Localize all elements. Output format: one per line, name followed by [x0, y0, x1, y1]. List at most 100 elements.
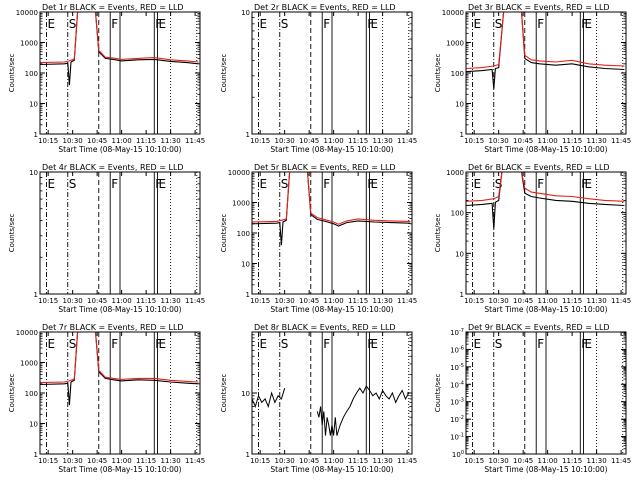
x-tick-label: 10:30	[489, 137, 509, 145]
x-tick-label: 11:30	[587, 457, 607, 465]
x-tick-label: 11:45	[611, 457, 631, 465]
time-marker-label: F	[155, 17, 162, 31]
x-tick-label: 11:00	[112, 457, 132, 465]
x-tick-label: 11:15	[136, 137, 156, 145]
x-tick-label: 11:00	[538, 457, 558, 465]
time-marker-label: F	[155, 177, 162, 191]
x-tick-label: 10:30	[63, 297, 83, 305]
x-tick-label: 11:45	[397, 297, 417, 305]
x-tick-label: 10:45	[299, 137, 319, 145]
time-marker-label: E	[159, 177, 167, 191]
plot-data	[466, 172, 625, 229]
time-marker-label: F	[537, 337, 544, 351]
x-tick-label: 11:00	[324, 137, 344, 145]
time-marker-label: S	[495, 337, 503, 351]
y-tick-label: 10000	[228, 169, 250, 177]
time-marker-label: F	[581, 337, 588, 351]
time-marker-label: F	[323, 337, 330, 351]
panel-title: Det 2r BLACK = Events, RED = LLD	[254, 3, 396, 12]
series-events-line	[252, 388, 286, 409]
y-tick-label: 100	[237, 230, 250, 238]
x-tick-label: 11:30	[161, 137, 181, 145]
time-marker-label: E	[159, 337, 167, 351]
x-tick-label: 11:30	[587, 297, 607, 305]
time-marker-label: F	[581, 177, 588, 191]
x-tick-label: 10:45	[513, 137, 533, 145]
time-marker-label: E	[48, 177, 56, 191]
x-tick-label: 11:45	[185, 137, 205, 145]
x-tick-label: 11:30	[161, 457, 181, 465]
x-tick-label: 11:15	[562, 137, 582, 145]
y-tick-label: 1000	[20, 360, 38, 368]
time-marker-label: E	[474, 177, 482, 191]
panel-title: Det 4r BLACK = Events, RED = LLD	[42, 163, 184, 172]
series-events-line	[252, 172, 411, 246]
y-tick-label: 1000	[232, 200, 250, 208]
x-tick-label: 10:45	[299, 297, 319, 305]
x-axis-title: Start Time (08-May-15 10:10:00)	[270, 305, 393, 314]
x-tick-label: 11:15	[348, 137, 368, 145]
x-axis-title: Start Time (08-May-15 10:10:00)	[58, 305, 181, 314]
series-lld-line	[466, 172, 625, 202]
y-axis-title: Counts/sec	[434, 374, 442, 413]
time-marker-label: F	[581, 17, 588, 31]
x-tick-label: 11:45	[611, 137, 631, 145]
plot-frame	[251, 11, 413, 135]
time-marker-label: S	[281, 337, 289, 351]
y-tick-label: 10-2	[450, 415, 464, 424]
x-tick-label: 10:30	[489, 457, 509, 465]
x-tick-label: 10:15	[38, 137, 58, 145]
x-tick-label: 11:00	[324, 457, 344, 465]
y-tick-label: 10	[29, 169, 38, 177]
time-marker-label: E	[585, 337, 593, 351]
x-axis-title: Start Time (08-May-15 10:10:00)	[58, 465, 181, 474]
y-tick-label: 10	[241, 9, 250, 17]
x-tick-label: 10:45	[513, 457, 533, 465]
y-tick-label: 1	[34, 131, 38, 139]
x-tick-label: 10:15	[38, 457, 58, 465]
x-tick-label: 11:45	[397, 457, 417, 465]
time-marker-label: S	[495, 17, 503, 31]
time-marker-label: F	[111, 177, 118, 191]
x-tick-label: 11:15	[562, 297, 582, 305]
time-marker-label: E	[474, 17, 482, 31]
panel-title: Det 1r BLACK = Events, RED = LLD	[42, 3, 184, 12]
y-tick-label: 10-1	[450, 433, 464, 442]
x-tick-label: 10:30	[489, 297, 509, 305]
y-tick-label: 1	[460, 291, 464, 299]
y-tick-label: 100	[451, 70, 464, 78]
x-tick-label: 10:45	[299, 457, 319, 465]
series-lld-line	[40, 12, 199, 64]
time-marker-label: E	[260, 177, 268, 191]
y-tick-label: 100	[451, 210, 464, 218]
x-tick-label: 11:00	[538, 297, 558, 305]
y-tick-label: 1000	[446, 169, 464, 177]
y-tick-label: 10	[455, 250, 464, 258]
y-tick-label: 1000	[20, 40, 38, 48]
x-tick-label: 11:30	[373, 457, 393, 465]
y-tick-label: 1	[246, 291, 250, 299]
x-tick-label: 11:30	[373, 137, 393, 145]
x-axis-title: Start Time (08-May-15 10:10:00)	[484, 465, 607, 474]
time-marker-label: F	[367, 177, 374, 191]
time-marker-label: E	[585, 177, 593, 191]
time-marker-label: E	[371, 337, 379, 351]
time-marker-label: E	[159, 17, 167, 31]
series-lld-line	[40, 332, 199, 384]
x-axis-title: Start Time (08-May-15 10:10:00)	[270, 465, 393, 474]
x-tick-label: 11:00	[324, 297, 344, 305]
x-tick-label: 11:45	[611, 297, 631, 305]
y-tick-label: 10000	[442, 9, 464, 17]
time-marker-label: E	[260, 337, 268, 351]
x-tick-label: 10:30	[275, 297, 295, 305]
x-tick-label: 10:15	[464, 457, 484, 465]
time-marker-label: S	[69, 337, 77, 351]
plot-frame	[465, 171, 627, 295]
y-tick-label: 1	[246, 131, 250, 139]
y-tick-label: 10	[29, 101, 38, 109]
x-tick-label: 11:15	[348, 297, 368, 305]
time-marker-label: E	[48, 337, 56, 351]
